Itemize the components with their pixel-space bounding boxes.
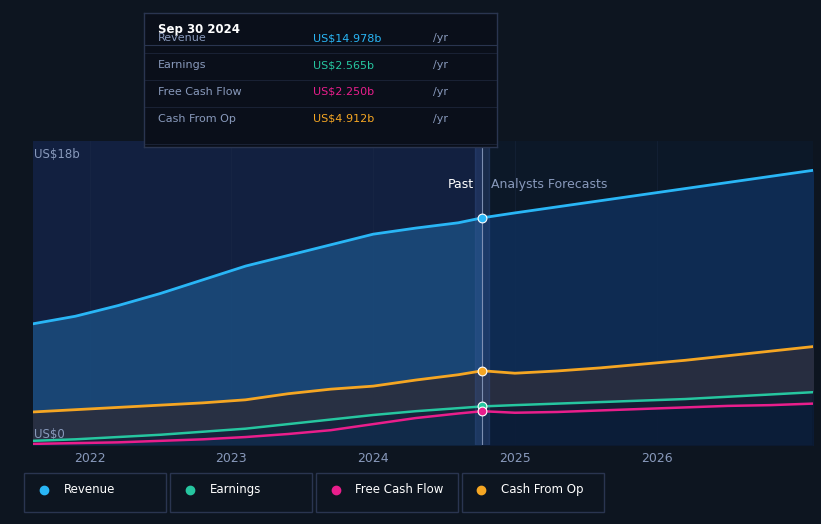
Text: Revenue: Revenue xyxy=(158,34,207,43)
Text: Past: Past xyxy=(447,178,474,191)
Text: Free Cash Flow: Free Cash Flow xyxy=(355,484,443,496)
Point xyxy=(476,214,489,222)
Text: Cash From Op: Cash From Op xyxy=(501,484,584,496)
Text: Earnings: Earnings xyxy=(158,60,206,70)
Point xyxy=(476,407,489,416)
Point xyxy=(476,402,489,411)
Bar xyxy=(33,141,483,445)
Text: Earnings: Earnings xyxy=(209,484,261,496)
Text: US$18b: US$18b xyxy=(34,148,80,160)
Text: Cash From Op: Cash From Op xyxy=(158,114,236,124)
Text: US$14.978b: US$14.978b xyxy=(313,34,382,43)
Text: US$0: US$0 xyxy=(34,428,65,441)
Text: Free Cash Flow: Free Cash Flow xyxy=(158,87,241,97)
Text: Sep 30 2024: Sep 30 2024 xyxy=(158,23,240,36)
Text: Revenue: Revenue xyxy=(64,484,115,496)
Text: US$2.565b: US$2.565b xyxy=(313,60,374,70)
Text: US$4.912b: US$4.912b xyxy=(313,114,374,124)
Text: /yr: /yr xyxy=(433,87,448,97)
Text: /yr: /yr xyxy=(433,60,448,70)
Bar xyxy=(483,141,813,445)
Text: Analysts Forecasts: Analysts Forecasts xyxy=(491,178,608,191)
Text: /yr: /yr xyxy=(433,114,448,124)
Point xyxy=(476,367,489,375)
Bar xyxy=(475,141,489,445)
Text: /yr: /yr xyxy=(433,34,448,43)
Text: US$2.250b: US$2.250b xyxy=(313,87,374,97)
